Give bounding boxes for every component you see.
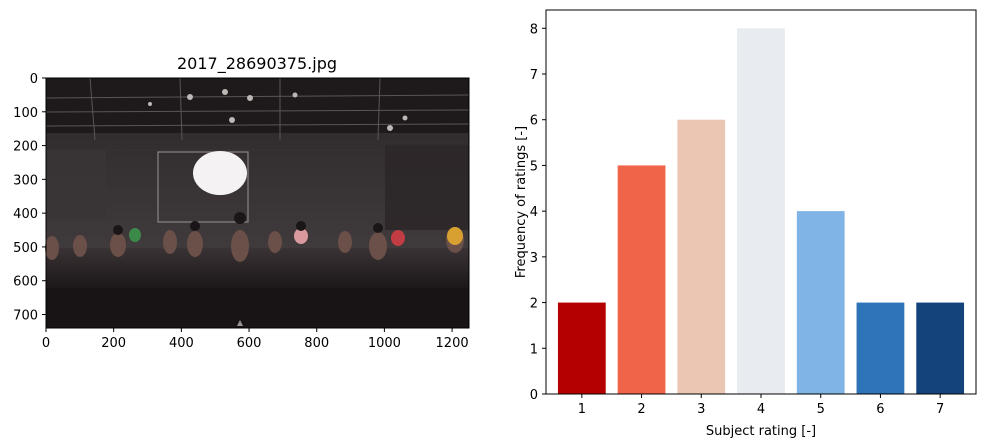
bar-y-tick-label: 5 <box>530 159 538 174</box>
bar-y-tick-label: 0 <box>530 388 538 403</box>
image-y-tick-label: 200 <box>13 140 38 155</box>
bar-x-tick-label: 5 <box>817 402 825 417</box>
image-y-tick-label: 100 <box>13 106 38 121</box>
image-y-tick-label: 500 <box>13 241 38 256</box>
image-y-tick-label: 0 <box>30 72 38 87</box>
image-x-tick-label: 400 <box>169 336 194 351</box>
image-x-tick-label: 1200 <box>436 336 469 351</box>
image-y-tick-label: 700 <box>13 308 38 323</box>
image-axes-frame <box>45 77 470 329</box>
bar-rating-6 <box>856 302 905 394</box>
image-title: 2017_28690375.jpg <box>177 54 337 74</box>
image-y-tick-label: 300 <box>13 173 38 188</box>
image-y-ticks: 0 100 200 300 400 500 600 700 <box>13 72 46 323</box>
bar-y-ticks: 0 1 2 3 4 5 6 7 8 <box>530 22 546 403</box>
image-x-tick-label: 1000 <box>368 336 401 351</box>
x-axis-label: Subject rating [-] <box>706 424 816 439</box>
bar-chart-panel: 1 2 3 4 5 6 7 0 1 2 3 4 5 6 7 8 Subject rating [-] Fre… <box>514 9 977 439</box>
stage-rehearsal-photo <box>45 77 470 328</box>
bar-y-tick-label: 1 <box>530 342 538 357</box>
bar-y-tick-label: 6 <box>530 114 538 129</box>
bar-y-tick-label: 4 <box>530 205 538 220</box>
bar-x-tick-label: 6 <box>876 402 884 417</box>
bar-rating-1 <box>557 302 606 394</box>
image-x-ticks: 0 200 400 600 800 1000 1200 <box>42 328 469 351</box>
bar-y-tick-label: 3 <box>530 251 538 266</box>
bar-x-tick-label: 1 <box>578 402 586 417</box>
image-panel: 2017_28690375.jpg <box>13 54 470 351</box>
bar-x-tick-label: 2 <box>637 402 645 417</box>
bar-rating-4 <box>737 28 785 395</box>
bar-x-ticks: 1 2 3 4 5 6 7 <box>578 394 944 417</box>
bar-y-tick-label: 7 <box>530 68 538 83</box>
y-axis-label: Frequency of ratings [-] <box>514 126 529 278</box>
bar-y-tick-label: 2 <box>530 297 538 312</box>
bar-x-tick-label: 4 <box>757 402 765 417</box>
bar-rating-5 <box>796 211 845 394</box>
bars <box>557 28 965 395</box>
bar-rating-2 <box>617 165 666 394</box>
image-y-tick-label: 600 <box>13 275 38 290</box>
bar-y-tick-label: 8 <box>530 22 538 37</box>
bar-x-tick-label: 7 <box>936 402 944 417</box>
image-y-tick-label: 400 <box>13 207 38 222</box>
bar-rating-7 <box>916 302 965 394</box>
image-x-tick-label: 800 <box>304 336 329 351</box>
bar-x-tick-label: 3 <box>697 402 705 417</box>
image-x-tick-label: 200 <box>101 336 126 351</box>
image-x-tick-label: 600 <box>237 336 262 351</box>
bar-rating-3 <box>677 119 726 394</box>
image-x-tick-label: 0 <box>42 336 50 351</box>
